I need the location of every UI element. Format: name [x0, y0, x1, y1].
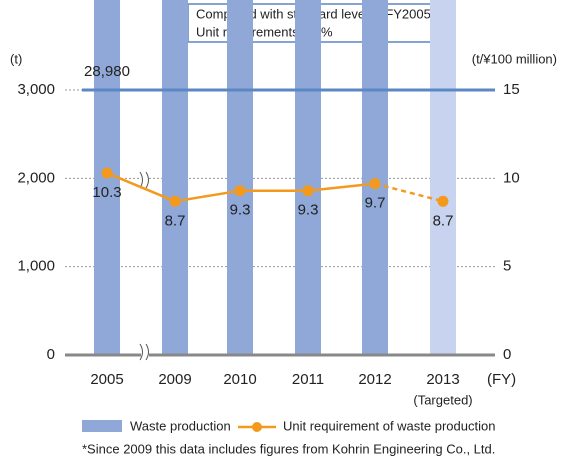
x-tick-label: 2009 [158, 371, 191, 388]
y-tick-label: 0 [47, 346, 55, 363]
x-tick-label: 2005 [90, 371, 123, 388]
axis-break-gap [141, 172, 149, 188]
legend-swatch [82, 420, 122, 432]
line-point [437, 195, 449, 207]
y-axis-label: (t) [10, 51, 22, 66]
bar [295, 0, 321, 355]
line-value-label: 9.3 [298, 202, 319, 219]
y-tick-label: 3,000 [17, 81, 55, 98]
line-value-label: 9.7 [365, 195, 386, 212]
axis-break [139, 343, 149, 361]
y2-tick-label: 0 [503, 346, 511, 363]
x-tick-label: 2011 [292, 371, 324, 388]
footnote: *Since 2009 this data includes figures f… [82, 441, 495, 456]
y2-tick-label: 5 [503, 258, 511, 275]
bar-value-label: 28,980 [84, 63, 130, 80]
line-point [169, 195, 181, 207]
line-value-label: 8.7 [433, 212, 454, 229]
bar [162, 0, 188, 355]
legend-label: Waste production [130, 418, 231, 433]
x-tick-label: 2012 [358, 371, 391, 388]
line-value-label: 9.3 [230, 202, 251, 219]
y-tick-label: 1,000 [17, 258, 55, 275]
y-tick-label: 2,000 [17, 169, 55, 186]
y2-axis-label: (t/¥100 million) [472, 51, 557, 66]
x-tick-label: 2013 [426, 371, 459, 388]
line-point [234, 185, 246, 197]
line-value-label: 10.3 [92, 184, 121, 201]
y2-tick-label: 10 [503, 169, 520, 186]
line-point [302, 185, 314, 197]
x-tick-note: (Targeted) [413, 392, 472, 407]
line-value-label: 8.7 [165, 212, 186, 229]
bar [227, 0, 253, 355]
y2-tick-label: 15 [503, 81, 520, 98]
line-projected [374, 182, 444, 203]
x-axis-label: (FY) [487, 371, 516, 388]
line-point [369, 178, 381, 190]
bar [430, 0, 456, 356]
axis-break-gap [141, 344, 149, 360]
x-tick-label: 2010 [223, 371, 256, 388]
bar [362, 0, 388, 355]
legend-label: Unit requirement of waste production [283, 418, 495, 433]
line-point [101, 167, 113, 179]
legend-point [252, 422, 262, 432]
